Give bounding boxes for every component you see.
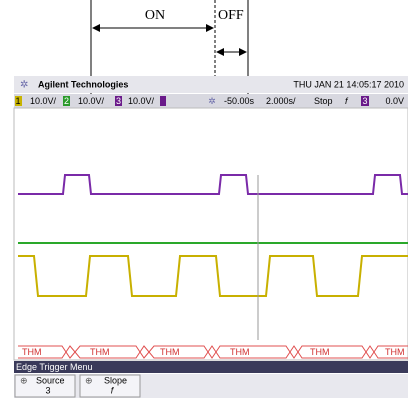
menu-title: Edge Trigger Menu: [16, 362, 93, 372]
svg-text:⊕: ⊕: [20, 375, 28, 385]
trigger-icon: ✲: [208, 96, 216, 106]
run-state: Stop: [314, 96, 333, 106]
datetime: THU JAN 21 14:05:17 2010: [293, 79, 404, 89]
ch-scale: 10.0V/: [128, 96, 155, 106]
softkey-label: Slope: [104, 375, 127, 385]
softkey[interactable]: ⊕ Source 3: [15, 375, 75, 397]
time-offset: -50.00s: [224, 96, 255, 106]
screen: [14, 108, 408, 360]
bus-label: THM: [90, 347, 110, 357]
ch-scale: 10.0V/: [30, 96, 57, 106]
ch-number: 2: [64, 96, 69, 106]
on-label: ON: [145, 8, 165, 23]
bus-label: THM: [385, 347, 405, 357]
bus-label: THM: [230, 347, 250, 357]
bus-label: THM: [310, 347, 330, 357]
softkey-label: Source: [36, 375, 65, 385]
bus-label: THM: [160, 347, 180, 357]
trigger-level: 0.0V: [385, 96, 404, 106]
trigger-channel: 3: [362, 96, 367, 106]
softkey[interactable]: ⊕ Slope f: [80, 375, 140, 397]
ch-number: 1: [15, 96, 20, 106]
ch-scale: 10.0V/: [78, 96, 105, 106]
logo: ✲: [20, 80, 28, 91]
bus-label: THM: [22, 347, 42, 357]
off-label: OFF: [218, 8, 244, 23]
svg-text:⊕: ⊕: [85, 375, 93, 385]
page: ON OFF ✲ Agilent Technologies THU JAN 21…: [0, 0, 408, 398]
time-scale: 2.000s/: [266, 96, 296, 106]
softkey-value: 3: [45, 385, 50, 395]
brand: Agilent Technologies: [38, 79, 128, 89]
ch-number: 3: [116, 96, 121, 106]
